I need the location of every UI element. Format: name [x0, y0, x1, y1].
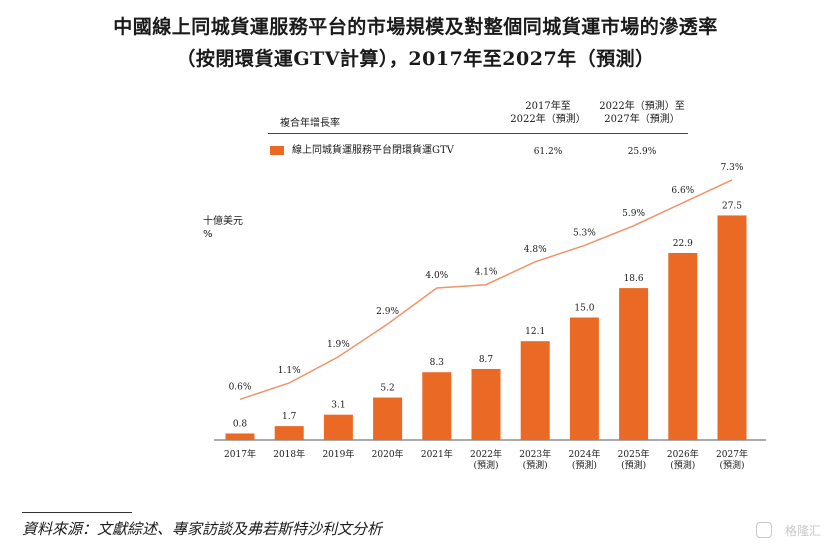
y-unit-line1: 十億美元 [203, 216, 243, 227]
line-value-label-2: 1.9% [327, 340, 350, 350]
bar-value-label-0: 0.8 [233, 419, 248, 429]
bar-value-label-7: 15.0 [574, 304, 594, 314]
watermark-logo-icon [756, 522, 772, 538]
legend-period1-line2: 2022年（預測） [510, 114, 586, 125]
legend-period1-line1: 2017年至 [525, 101, 571, 112]
bar-value-label-9: 22.9 [673, 239, 693, 249]
bar-4 [422, 372, 452, 440]
legend-cagr2: 25.9% [627, 147, 657, 157]
bar-value-label-10: 27.5 [722, 201, 742, 211]
x-tick-label-7-1: (預測) [572, 459, 597, 471]
line-value-label-10: 7.3% [721, 163, 744, 173]
bar-0 [225, 433, 255, 440]
bar-6 [520, 341, 550, 440]
x-tick-label-5-0: 2022年 [470, 448, 502, 460]
bar-value-label-4: 8.3 [430, 358, 445, 368]
x-tick-label-9-1: (預測) [670, 459, 695, 471]
chart-title-line2: （按閉環貨運GTV計算），2017年至2027年（預測） [176, 48, 655, 70]
bar-1 [274, 426, 304, 440]
source-note: 資料來源：文獻綜述、專家訪談及弗若斯特沙利文分析 [22, 520, 383, 538]
line-value-label-8: 5.9% [622, 209, 645, 219]
bar-5 [471, 368, 501, 440]
watermark: 格隆汇 [784, 524, 821, 538]
bar-value-label-2: 3.1 [331, 401, 345, 411]
line-value-label-4: 4.0% [425, 271, 448, 281]
bar-value-label-3: 5.2 [380, 384, 394, 394]
legend-period2-line1: 2022年（預測）至 [599, 101, 685, 112]
bar-8 [619, 288, 649, 440]
legend-swatch [270, 146, 284, 155]
source-rule [22, 512, 132, 513]
x-tick-label-10-0: 2027年 [716, 448, 748, 460]
legend-cagr1: 61.2% [533, 147, 563, 157]
legend-series-label: 線上同城貨運服務平台閉環貨運GTV [292, 145, 454, 156]
legend-rule [268, 133, 688, 134]
x-tick-label-8-1: (預測) [621, 459, 646, 471]
x-tick-label-0-0: 2017年 [224, 448, 256, 460]
x-tick-label-2-0: 2019年 [322, 448, 354, 460]
bar-value-label-8: 18.6 [624, 274, 644, 284]
line-value-label-6: 4.8% [524, 245, 547, 255]
x-tick-label-5-1: (預測) [473, 459, 498, 471]
line-value-label-7: 5.3% [573, 228, 596, 238]
line-value-label-3: 2.9% [376, 307, 399, 317]
x-tick-label-9-0: 2026年 [667, 448, 699, 460]
legend-period2-header: 2022年（預測）至 2027年（預測） [592, 100, 692, 126]
line-value-label-0: 0.6% [229, 382, 252, 392]
legend-col-header: 複合年增長率 [280, 118, 340, 129]
y-unit-line2: % [203, 229, 213, 240]
bar-7 [569, 317, 599, 440]
x-tick-label-1-0: 2018年 [273, 448, 305, 460]
bar-value-label-1: 1.7 [282, 412, 297, 422]
bar-3 [373, 397, 403, 440]
x-tick-label-3-0: 2020年 [372, 448, 404, 460]
bar-value-label-5: 8.7 [479, 355, 494, 365]
line-value-label-9: 6.6% [671, 186, 694, 196]
line-value-label-5: 4.1% [475, 268, 498, 278]
legend-period2-line2: 2027年（預測） [604, 114, 680, 125]
x-tick-label-7-0: 2024年 [568, 448, 600, 460]
x-tick-label-4-0: 2021年 [421, 448, 453, 460]
bar-value-label-6: 12.1 [525, 327, 545, 337]
x-tick-label-6-1: (預測) [523, 459, 548, 471]
bar-10 [717, 215, 747, 440]
x-tick-label-10-1: (預測) [719, 459, 744, 471]
x-tick-label-8-0: 2025年 [618, 448, 650, 460]
chart-title-line1: 中國線上同城貨運服務平台的市場規模及對整個同城貨運市場的滲透率 [113, 16, 718, 38]
x-tick-label-6-0: 2023年 [519, 448, 551, 460]
bar-9 [668, 252, 698, 440]
legend-period1-header: 2017年至 2022年（預測） [508, 100, 588, 126]
line-value-label-1: 1.1% [278, 366, 301, 376]
y-unit-label: 十億美元 % [203, 215, 243, 241]
penetration-line [239, 179, 733, 401]
bar-2 [323, 414, 353, 440]
